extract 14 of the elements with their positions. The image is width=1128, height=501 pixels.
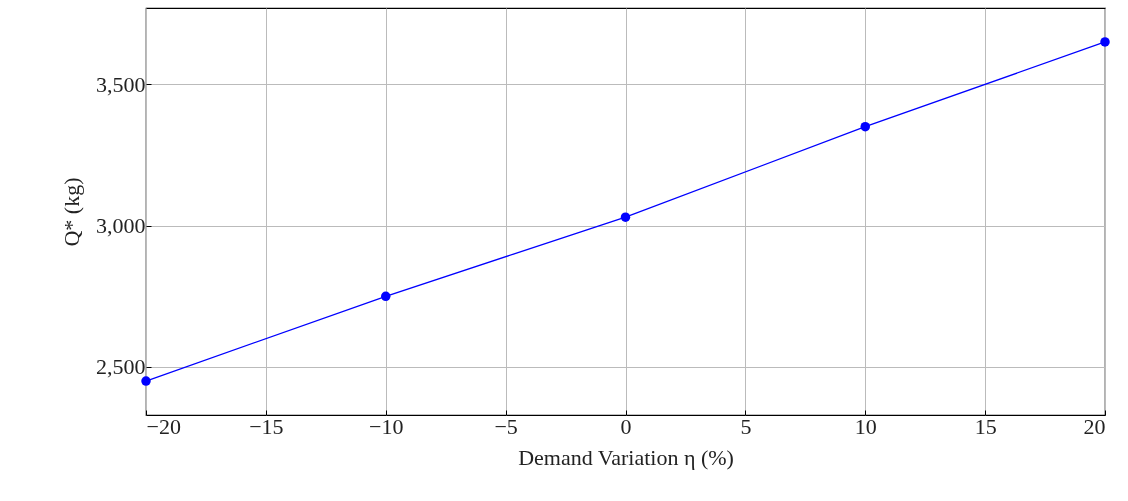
y-tick-label: 2,500 — [96, 354, 146, 380]
x-tick-label: 15 — [974, 413, 997, 439]
x-tick-label: 10 — [854, 413, 877, 439]
y-tick-label: 3,000 — [96, 213, 146, 239]
x-tick-label: 20 — [1083, 413, 1106, 439]
x-tick-label: −5 — [494, 413, 518, 439]
x-axis-title: Demand Variation η (%) — [518, 444, 734, 470]
x-tick-label: 0 — [620, 413, 632, 439]
x-tick-label: 5 — [740, 413, 752, 439]
y-tick-label: 3,500 — [96, 71, 146, 97]
x-tick-label: −15 — [249, 413, 284, 439]
x-tick-label: −20 — [146, 413, 181, 439]
x-tick-label: −10 — [369, 413, 404, 439]
y-axis-title: Q* (kg) — [59, 177, 84, 247]
